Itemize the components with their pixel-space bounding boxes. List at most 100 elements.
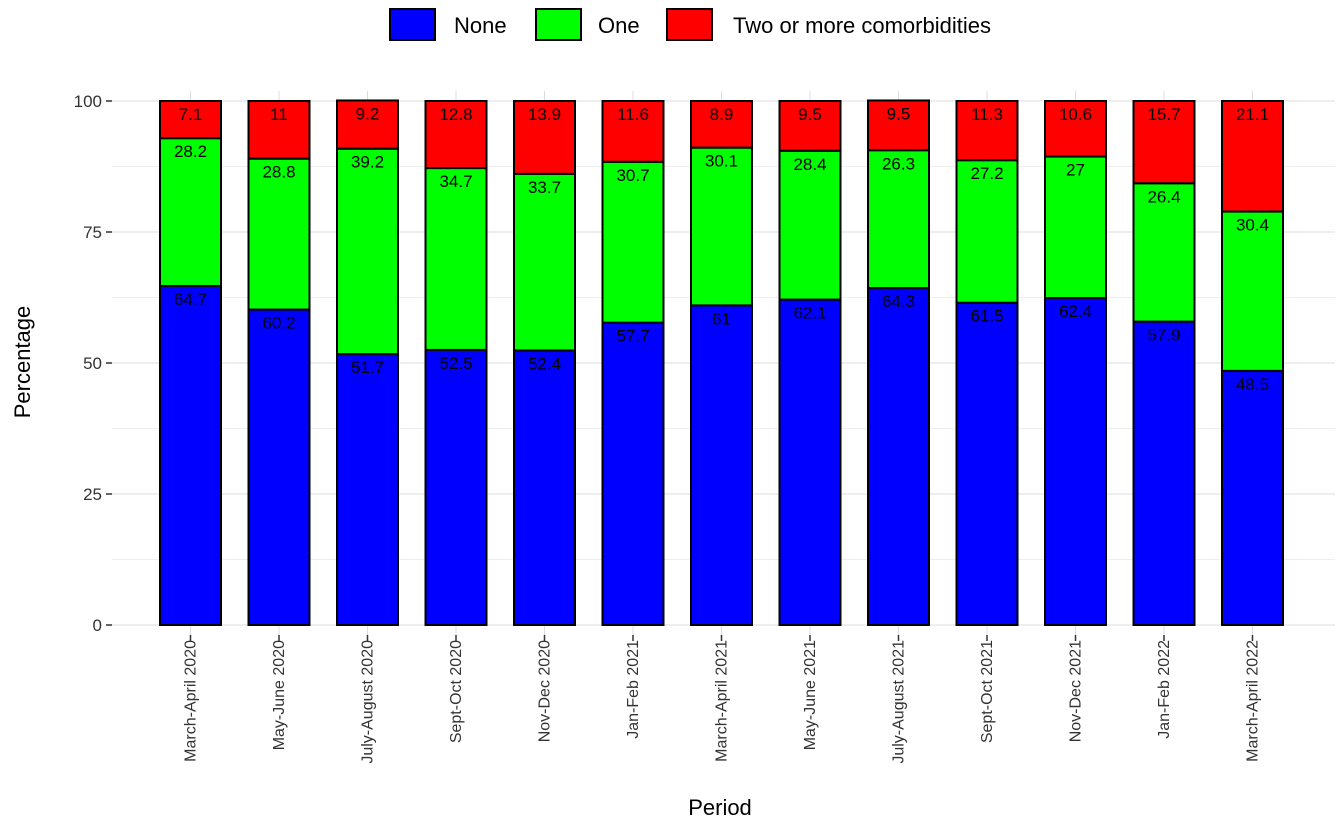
bar-segment-none (247, 308, 311, 626)
data-label: 26.3 (882, 154, 915, 173)
data-label: 52.4 (528, 354, 561, 373)
bar-segment-one (513, 172, 576, 352)
bar-segment-none (690, 304, 753, 626)
bar-segment-two-or-more (1221, 100, 1284, 213)
bar-segment-two-or-more (159, 100, 222, 140)
data-label: 61.5 (970, 307, 1003, 326)
x-axis: March-April 2020 May-June 2020 July-August… (183, 635, 1262, 764)
bar-segment-one (1132, 182, 1196, 323)
bar-segment-none (336, 353, 399, 626)
x-tick-label: May-June 2021 (802, 640, 819, 750)
data-label: 15.7 (1147, 105, 1180, 124)
data-label: 34.7 (439, 172, 472, 191)
data-label: 60.2 (262, 314, 295, 333)
data-label: 9.2 (356, 104, 380, 123)
bar-segment-two-or-more (690, 100, 753, 149)
legend-swatch (389, 8, 436, 41)
bar-segment-two-or-more (778, 100, 842, 152)
bar-segment-none (1044, 297, 1107, 626)
data-label: 62.1 (793, 304, 826, 323)
data-label: 51.7 (351, 358, 384, 377)
bar-segment-one (690, 146, 753, 307)
data-label: 57.9 (1147, 326, 1180, 345)
bar-segment-two-or-more (336, 99, 399, 150)
y-tick-label: 0 (93, 616, 102, 635)
data-label: 64.7 (174, 290, 207, 309)
bar-segment-two-or-more (955, 100, 1019, 162)
data-label: 61 (712, 309, 731, 328)
bar-segment-one (336, 147, 399, 356)
data-label: 9.5 (887, 104, 911, 123)
data-label: 30.7 (616, 166, 649, 185)
data-label: 13.9 (528, 105, 561, 124)
bar-segment-two-or-more (867, 99, 930, 152)
x-tick-label: March-April 2020 (183, 640, 200, 762)
y-tick-label: 75 (83, 223, 102, 242)
data-label: 30.4 (1236, 216, 1269, 235)
bar-segment-none (601, 321, 665, 626)
data-label: 39.2 (351, 153, 384, 172)
bar-segment-none (778, 298, 842, 626)
x-tick-label: May-June 2020 (271, 640, 288, 750)
bar-segment-none (424, 348, 488, 626)
bar-segment-two-or-more (424, 100, 488, 170)
bar-segment-one (1044, 155, 1107, 300)
y-tick-label: 100 (74, 92, 102, 111)
legend-label: None (454, 13, 507, 38)
data-label: 28.2 (174, 142, 207, 161)
y-axis: 0 25 50 75 100 (74, 92, 112, 635)
legend-swatch (666, 8, 713, 41)
bar-segment-two-or-more (247, 100, 311, 160)
data-label: 27.2 (970, 164, 1003, 183)
data-label: 27 (1066, 161, 1085, 180)
data-label: 62.4 (1059, 302, 1092, 321)
bar-segment-two-or-more (601, 100, 665, 163)
data-label: 28.8 (262, 163, 295, 182)
data-label: 52.5 (439, 354, 472, 373)
bar-segment-none (955, 301, 1019, 626)
bars (159, 99, 1284, 626)
bar-segment-none (1132, 320, 1196, 626)
data-label: 21.1 (1236, 105, 1269, 124)
data-label: 11 (270, 105, 288, 124)
bar-segment-none (159, 284, 222, 626)
legend-label: One (598, 13, 640, 38)
data-label: 11.3 (971, 105, 1003, 124)
x-tick-label: Sept-Oct 2021 (979, 640, 996, 743)
legend-swatch (535, 8, 582, 41)
bar-segment-two-or-more (1132, 100, 1196, 185)
bar-segment-none (1221, 369, 1284, 626)
data-label: 48.5 (1236, 375, 1269, 394)
y-tick-label: 25 (83, 485, 102, 504)
x-tick-label: March-April 2021 (714, 640, 731, 762)
bar-segment-two-or-more (513, 100, 576, 175)
data-label: 28.4 (793, 155, 826, 174)
data-label: 11.6 (617, 105, 649, 124)
data-label: 64.3 (882, 292, 915, 311)
data-label: 12.8 (439, 105, 472, 124)
bar-segment-two-or-more (1044, 100, 1107, 158)
y-tick-label: 50 (83, 354, 102, 373)
x-tick-label: Jan-Feb 2022 (1156, 640, 1173, 739)
x-tick-label: July-August 2021 (891, 640, 908, 764)
x-tick-label: Nov-Dec 2020 (537, 640, 554, 742)
data-label: 8.9 (710, 105, 734, 124)
data-label: 9.5 (798, 105, 822, 124)
legend-label: Two or more comorbidities (733, 13, 991, 38)
data-label: 33.7 (528, 178, 561, 197)
x-tick-label: Jan-Feb 2021 (625, 640, 642, 739)
x-tick-label: July-August 2020 (360, 640, 377, 764)
x-tick-label: Sept-Oct 2020 (448, 640, 465, 743)
data-label: 7.1 (179, 105, 203, 124)
data-labels: 64.7 28.2 7.1 60.2 28.8 11 51.7 39.2 9.2 52.5 34.7… (174, 104, 1269, 393)
y-axis-title: Percentage (10, 306, 35, 419)
data-label: 57.7 (616, 327, 649, 346)
bar-segment-one (1221, 210, 1284, 372)
x-tick-label: March-April 2022 (1245, 640, 1262, 762)
bar-segment-one (424, 167, 488, 351)
data-label: 10.6 (1059, 105, 1092, 124)
bar-segment-none (867, 287, 930, 626)
x-axis-title: Period (688, 795, 752, 820)
bar-segment-one (778, 149, 842, 301)
